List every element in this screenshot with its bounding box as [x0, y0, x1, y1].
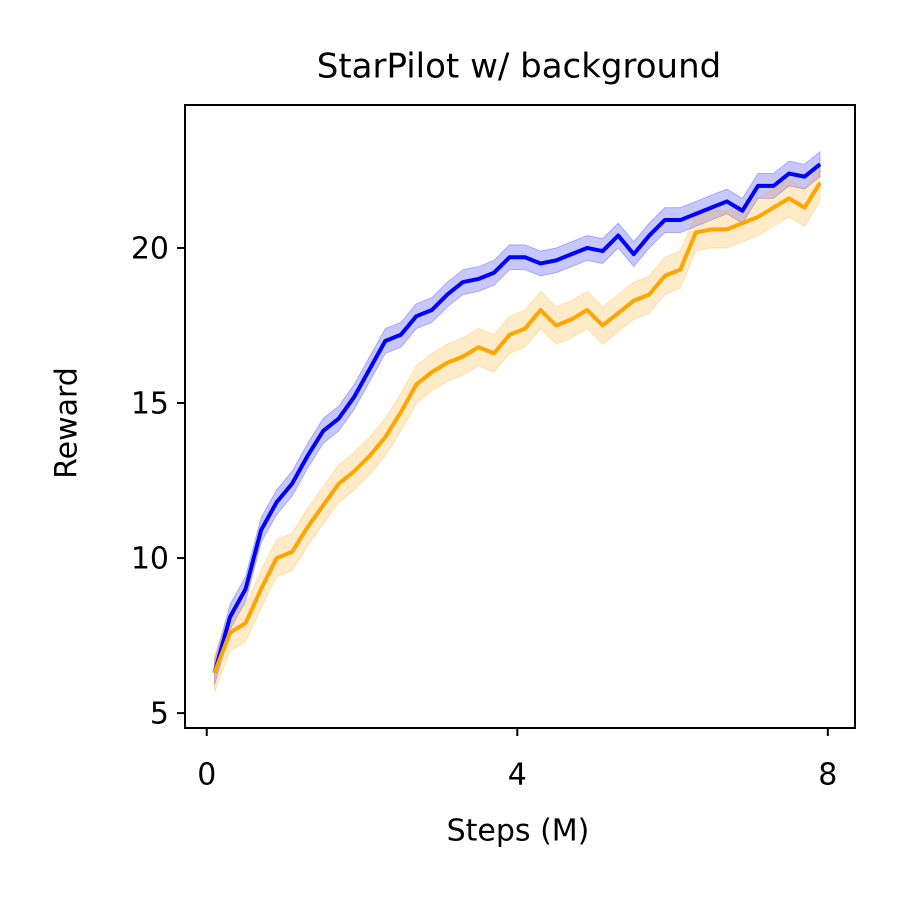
- y-tick-label: 10: [131, 542, 169, 577]
- chart-title: StarPilot w/ background: [317, 47, 721, 87]
- x-tick-label: 8: [818, 758, 837, 793]
- x-axis-label: Steps (M): [447, 814, 590, 849]
- y-tick-label: 15: [131, 387, 169, 422]
- series-line: [212, 181, 822, 674]
- x-tick-label: 4: [508, 758, 527, 793]
- series-line: [212, 162, 822, 674]
- y-axis-label: Reward: [50, 367, 85, 479]
- y-tick-label: 5: [150, 697, 169, 732]
- y-tick-label: 20: [131, 231, 169, 266]
- x-tick-label: 0: [197, 758, 216, 793]
- plot-frame: [184, 104, 856, 729]
